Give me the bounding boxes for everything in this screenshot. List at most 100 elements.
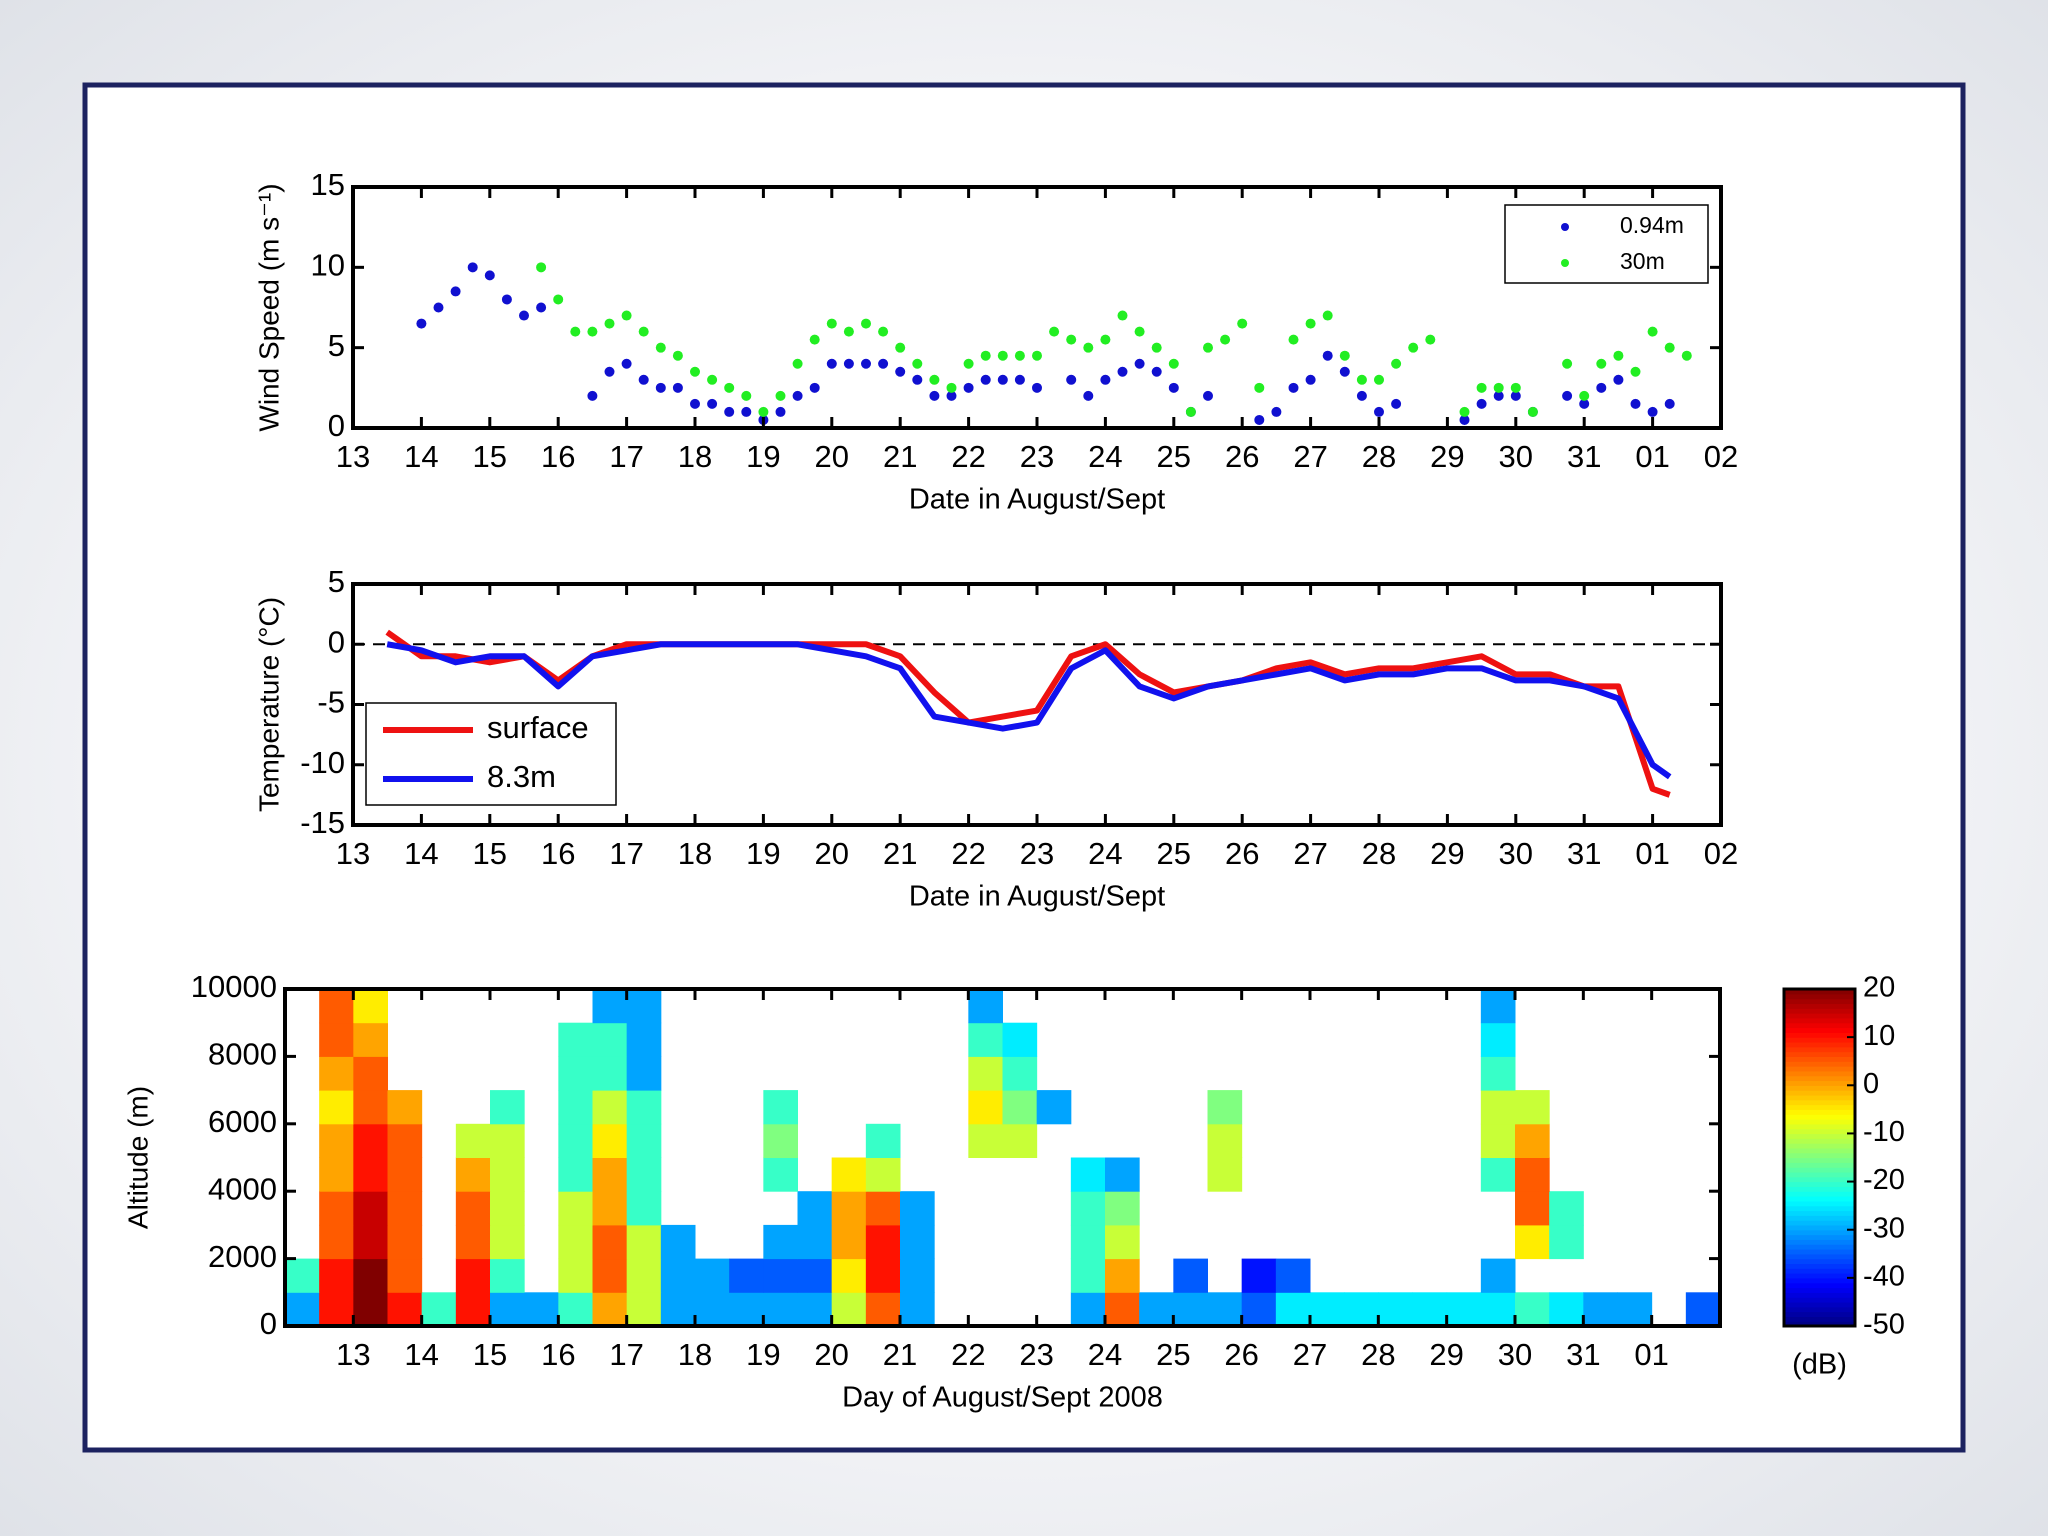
heat-cell — [387, 1191, 423, 1226]
heat-cell — [490, 1157, 525, 1192]
heat-cell — [319, 1292, 354, 1327]
heat-cell — [319, 1022, 354, 1057]
heat-cell — [626, 1090, 662, 1125]
point — [587, 326, 598, 337]
colorbar-strip — [1784, 1037, 1855, 1043]
point — [724, 406, 735, 417]
y-axis-label: Temperature (°C) — [253, 597, 284, 812]
heat-cell — [1310, 1292, 1345, 1327]
colorbar-tick-label: -10 — [1863, 1116, 1905, 1148]
point — [1630, 366, 1641, 377]
colorbar-strip — [1784, 1075, 1855, 1082]
x-tick-label: 21 — [883, 1337, 917, 1372]
point — [604, 366, 615, 377]
heat-cell — [592, 1056, 628, 1091]
point — [1527, 406, 1538, 417]
heat-cell — [865, 1123, 901, 1158]
series-line — [386, 641, 1672, 780]
point — [587, 390, 598, 401]
colorbar-strip — [1784, 1104, 1855, 1110]
colorbar-strip — [1784, 1056, 1855, 1062]
heat-cell — [1070, 1258, 1106, 1293]
legend-box — [365, 702, 617, 806]
point — [1613, 374, 1624, 385]
point — [1117, 310, 1128, 321]
point — [1510, 382, 1521, 393]
legend-swatch — [1561, 259, 1569, 267]
x-tick-label: 24 — [1088, 439, 1122, 474]
point — [1254, 382, 1265, 393]
colorbar-tick-label: 20 — [1863, 972, 1895, 1004]
point — [621, 310, 632, 321]
heat-cell — [490, 1123, 525, 1158]
x-tick-label: 14 — [404, 439, 438, 474]
colorbar-strip — [1784, 1123, 1855, 1130]
colorbar-strip — [1784, 1128, 1855, 1135]
x-tick-label: 20 — [814, 1337, 848, 1372]
point — [1459, 406, 1470, 417]
point — [1032, 382, 1042, 393]
x-tick-label: 14 — [404, 1337, 438, 1372]
heat-cell — [1515, 1123, 1550, 1158]
heat-cell — [763, 1157, 798, 1192]
heat-cell — [1378, 1292, 1413, 1327]
point — [1562, 390, 1573, 401]
point — [963, 382, 974, 393]
point — [1647, 326, 1658, 337]
heat-cell — [319, 1258, 354, 1293]
heat-cell — [626, 1224, 662, 1260]
colorbar-strip — [1784, 1085, 1855, 1091]
heat-cell — [1275, 1258, 1311, 1293]
x-tick-label: 30 — [1499, 836, 1533, 871]
point — [792, 358, 803, 369]
heat-cell — [319, 1056, 354, 1091]
colorbar-strip — [1784, 1143, 1855, 1149]
colorbar-strip — [1784, 1181, 1855, 1187]
legend: surface 8.3m — [365, 702, 617, 806]
point — [536, 302, 547, 313]
x-tick-label: 29 — [1430, 836, 1464, 871]
colorbar-strip — [1784, 1080, 1855, 1086]
point — [1562, 358, 1573, 369]
colorbar-strip — [1784, 1196, 1855, 1202]
heat-cell — [592, 989, 628, 1024]
heat-cell — [831, 1292, 867, 1327]
heat-cell — [763, 1258, 798, 1293]
heat-cell — [1344, 1292, 1379, 1327]
point — [484, 270, 495, 281]
heat-cell — [763, 1123, 798, 1158]
heat-cell — [1515, 1090, 1550, 1125]
heat-cell — [455, 1292, 491, 1327]
heat-cell — [660, 1224, 696, 1260]
heat-cell — [1070, 1292, 1106, 1327]
heat-cell — [353, 1224, 388, 1260]
heat-cell — [1139, 1292, 1174, 1327]
heat-cell — [900, 1191, 935, 1226]
point — [1271, 406, 1282, 417]
colorbar-strip — [1784, 1162, 1855, 1168]
colorbar-strip — [1784, 1186, 1855, 1192]
colorbar-strip — [1784, 1316, 1855, 1322]
point — [655, 342, 666, 353]
heat-cell — [353, 1123, 388, 1158]
heat-cell — [490, 1224, 525, 1260]
heat-cell — [387, 1090, 423, 1125]
colorbar-frame — [1782, 987, 1857, 1328]
colorbar-strip — [1784, 1263, 1855, 1269]
point — [1510, 390, 1521, 401]
colorbar-strip — [1784, 1273, 1855, 1279]
heat-cell — [1241, 1258, 1277, 1293]
heat-cell — [455, 1258, 491, 1293]
x-axis-label: Day of August/Sept 2008 — [842, 1382, 1163, 1414]
x-tick-label: 25 — [1157, 439, 1191, 474]
point — [638, 374, 649, 385]
x-tick-label: 23 — [1019, 1337, 1053, 1372]
y-tick-label: 2000 — [208, 1239, 277, 1274]
point — [1493, 390, 1504, 401]
point — [1083, 342, 1094, 353]
y-tick-label: 6000 — [208, 1104, 277, 1139]
point — [861, 358, 871, 369]
heat-cell — [421, 1292, 457, 1327]
colorbar-tick-label: -20 — [1863, 1164, 1905, 1196]
